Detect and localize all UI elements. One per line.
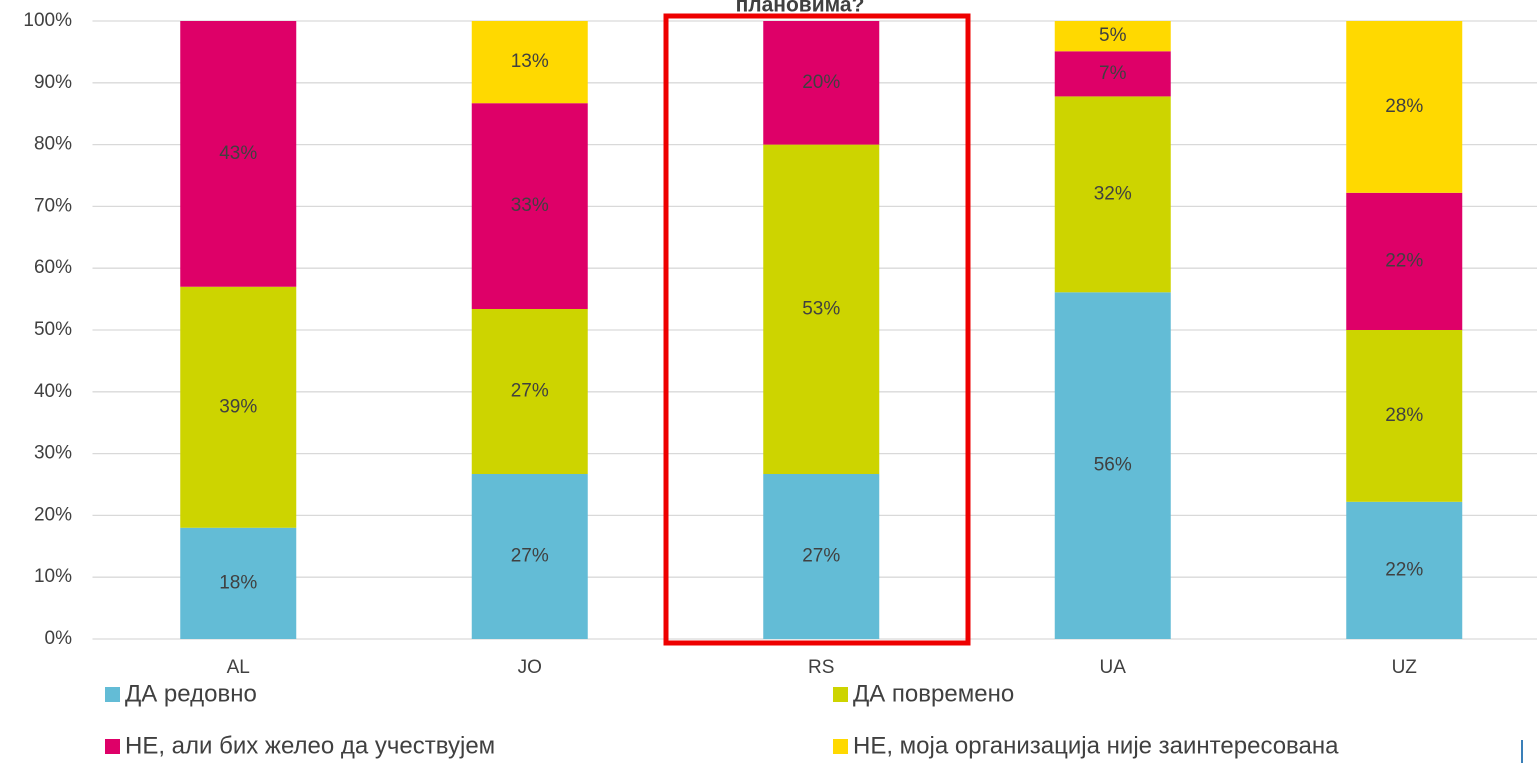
bar-segment — [763, 144, 880, 474]
legend-label: ДА редовно — [125, 680, 257, 707]
y-tick-label: 100% — [23, 10, 72, 31]
bar-segment — [1054, 51, 1171, 97]
data-label: 39% — [219, 396, 257, 417]
data-label: 5% — [1099, 25, 1127, 46]
data-label: 27% — [511, 381, 549, 402]
bar-segment — [180, 286, 297, 528]
y-tick-label: 20% — [34, 504, 72, 525]
legend-swatch — [833, 687, 848, 702]
y-tick-label: 0% — [45, 628, 73, 649]
data-label: 22% — [1385, 250, 1423, 271]
highlight-box — [663, 13, 971, 646]
data-label: 20% — [802, 72, 840, 93]
data-label: 33% — [511, 195, 549, 216]
y-tick-label: 10% — [34, 566, 72, 587]
bar-segment — [471, 21, 588, 104]
legend-label: НЕ, али бих желео да учествујем — [125, 732, 495, 759]
bar-segment — [1346, 501, 1463, 639]
bars — [180, 21, 1463, 639]
data-label: 28% — [1385, 405, 1423, 426]
x-tick-label: AL — [227, 657, 250, 678]
bar-segment — [180, 527, 297, 639]
legend-swatch — [105, 687, 120, 702]
x-tick-label: RS — [808, 657, 834, 678]
bar-segment — [1346, 330, 1463, 502]
bar-segment — [471, 103, 588, 309]
y-tick-label: 80% — [34, 134, 72, 155]
bar-segment — [1054, 21, 1171, 52]
y-tick-label: 30% — [34, 443, 72, 464]
y-tick-label: 70% — [34, 195, 72, 216]
bar-segment — [471, 473, 588, 639]
y-tick-label: 60% — [34, 257, 72, 278]
bar-segment — [471, 308, 588, 474]
y-tick-label: 40% — [34, 381, 72, 402]
data-label: 28% — [1385, 96, 1423, 117]
data-label: 53% — [802, 298, 840, 319]
data-label: 13% — [511, 51, 549, 72]
bar-segment — [1346, 21, 1463, 193]
x-tick-label: UA — [1100, 657, 1127, 678]
x-tick-label: UZ — [1392, 657, 1418, 678]
data-label: 27% — [511, 546, 549, 567]
bar-segment — [180, 21, 297, 287]
data-label: 56% — [1094, 455, 1132, 476]
data-label: 43% — [219, 143, 257, 164]
data-label: 32% — [1094, 183, 1132, 204]
bar-segment — [1346, 192, 1463, 330]
data-label: 18% — [219, 572, 257, 593]
y-tick-label: 50% — [34, 319, 72, 340]
bar-segment — [763, 473, 880, 639]
bar-segment — [1054, 292, 1171, 639]
data-label: 7% — [1099, 63, 1127, 84]
legend-swatch — [105, 739, 120, 754]
bar-segment — [763, 21, 880, 145]
data-label: 22% — [1385, 559, 1423, 580]
x-tick-label: JO — [518, 657, 542, 678]
legend-label: ДА повремено — [853, 680, 1014, 707]
legend-swatch — [833, 739, 848, 754]
y-tick-label: 90% — [34, 72, 72, 93]
data-label: 27% — [802, 546, 840, 567]
chart-title: плановима? — [736, 0, 865, 17]
bar-segment — [1054, 96, 1171, 293]
legend-label: НЕ, моја организација није заинтересован… — [853, 732, 1339, 759]
